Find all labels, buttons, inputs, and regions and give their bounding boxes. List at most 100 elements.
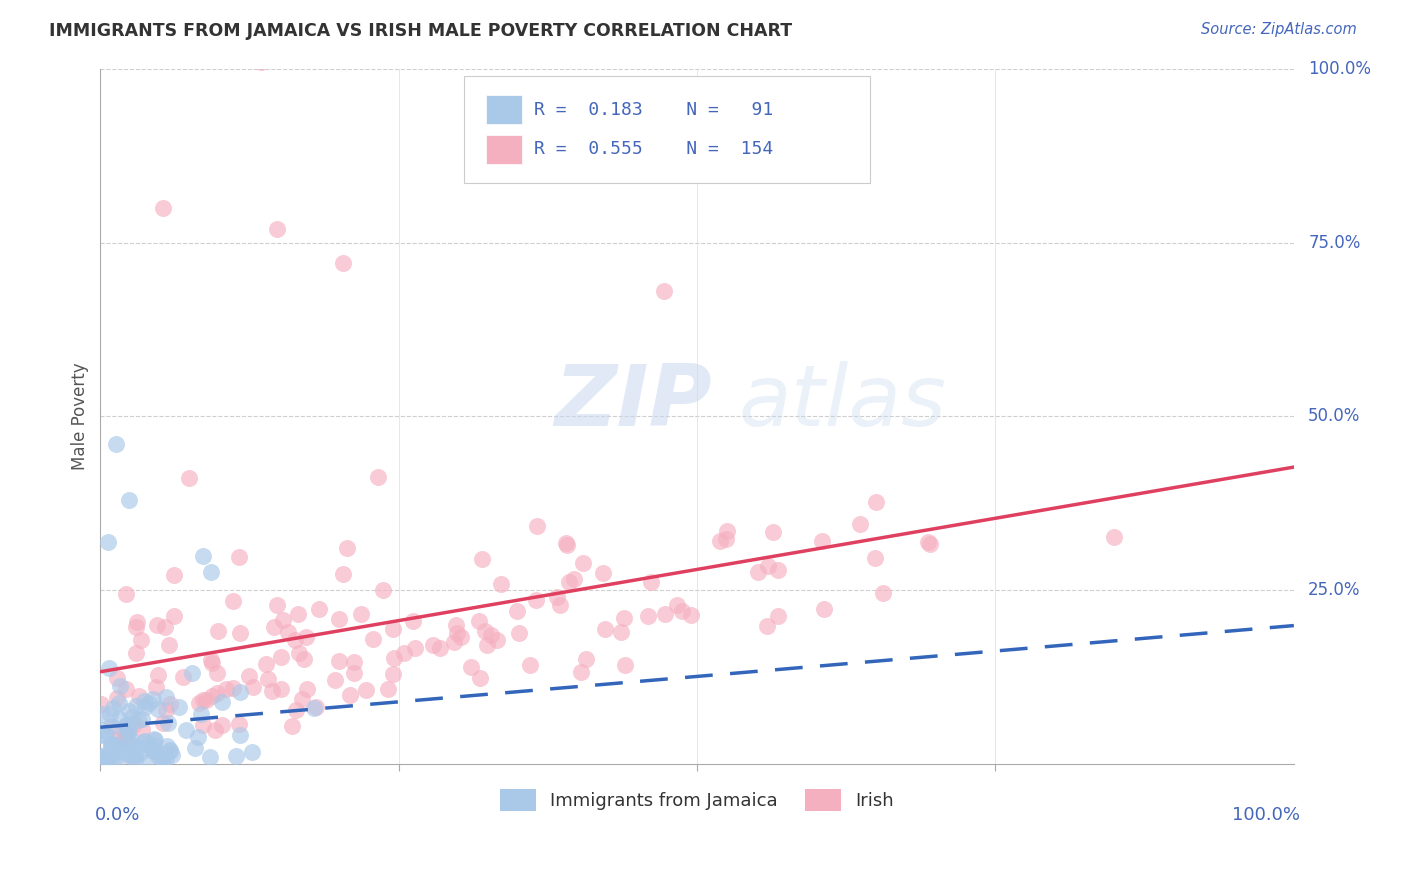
Point xyxy=(575,652,598,666)
Point xyxy=(404,640,426,655)
Point xyxy=(118,723,141,738)
Point xyxy=(481,628,503,642)
Point xyxy=(142,732,165,747)
Point xyxy=(124,753,146,767)
Point xyxy=(266,221,288,235)
Point xyxy=(155,690,177,704)
Point xyxy=(100,737,122,751)
Text: 50.0%: 50.0% xyxy=(1308,408,1361,425)
Point xyxy=(918,537,941,551)
Point xyxy=(150,753,173,767)
Point xyxy=(200,653,222,667)
Point xyxy=(593,622,616,636)
Point xyxy=(572,556,595,570)
Point xyxy=(187,696,209,710)
Point xyxy=(145,681,167,695)
Point xyxy=(122,716,145,731)
Point xyxy=(90,723,112,738)
Point xyxy=(287,646,309,660)
Point xyxy=(475,638,498,652)
Point xyxy=(105,690,128,705)
Point xyxy=(637,608,659,623)
Point xyxy=(127,615,149,629)
Point xyxy=(211,695,233,709)
Point xyxy=(138,696,160,710)
Point xyxy=(422,638,444,652)
Point xyxy=(229,684,252,698)
Text: Source: ZipAtlas.com: Source: ZipAtlas.com xyxy=(1201,22,1357,37)
Point xyxy=(108,679,131,693)
Point xyxy=(444,617,467,632)
Point xyxy=(146,702,169,716)
Point xyxy=(118,731,141,746)
Point xyxy=(201,689,224,703)
Point xyxy=(207,666,229,681)
Point xyxy=(107,742,129,756)
Point xyxy=(121,750,143,764)
Point xyxy=(142,692,165,706)
Point xyxy=(242,680,264,694)
Point xyxy=(872,586,894,600)
Point xyxy=(193,549,215,563)
Point xyxy=(460,660,482,674)
Text: atlas: atlas xyxy=(740,361,946,444)
Point xyxy=(443,635,465,649)
Point xyxy=(613,610,636,624)
Point xyxy=(174,723,197,738)
Point xyxy=(666,598,689,612)
Point xyxy=(163,567,186,582)
Point xyxy=(271,613,294,627)
Point xyxy=(136,738,159,752)
Point xyxy=(100,719,122,733)
Point xyxy=(121,747,143,761)
Point xyxy=(526,518,548,533)
Point xyxy=(97,750,120,764)
Point xyxy=(554,536,576,550)
Point xyxy=(159,743,181,757)
Point xyxy=(128,746,150,760)
Point xyxy=(117,730,139,744)
FancyBboxPatch shape xyxy=(486,135,522,164)
Point xyxy=(142,744,165,758)
Point xyxy=(1102,530,1125,544)
Point xyxy=(768,608,790,623)
Point xyxy=(90,707,112,722)
Point xyxy=(105,437,128,451)
Point xyxy=(131,632,153,647)
Point xyxy=(446,626,468,640)
Point xyxy=(863,550,886,565)
Point xyxy=(811,534,834,549)
Point xyxy=(377,682,399,697)
Point xyxy=(190,707,212,722)
Point xyxy=(127,713,149,727)
Point xyxy=(350,607,373,621)
Y-axis label: Male Poverty: Male Poverty xyxy=(72,363,89,470)
Point xyxy=(152,716,174,731)
Point xyxy=(114,727,136,741)
Point xyxy=(225,749,247,764)
Point xyxy=(548,599,571,613)
Point xyxy=(308,602,330,616)
Point xyxy=(97,752,120,766)
Point xyxy=(848,152,870,166)
Point xyxy=(211,718,233,732)
Text: R =  0.555    N =  154: R = 0.555 N = 154 xyxy=(534,140,773,158)
Point xyxy=(865,495,887,509)
Point xyxy=(491,576,513,591)
Point xyxy=(654,607,676,621)
Point xyxy=(125,699,148,714)
Point xyxy=(610,624,633,639)
Point xyxy=(339,688,361,702)
Point xyxy=(613,657,636,672)
Point xyxy=(450,630,472,644)
Point xyxy=(134,733,156,747)
Point xyxy=(328,655,350,669)
Point xyxy=(562,572,585,586)
Point xyxy=(323,673,346,687)
Point xyxy=(143,744,166,758)
Point xyxy=(200,565,222,579)
Point xyxy=(187,731,209,745)
Point xyxy=(470,671,492,685)
Point xyxy=(287,607,309,622)
Point xyxy=(214,681,236,696)
